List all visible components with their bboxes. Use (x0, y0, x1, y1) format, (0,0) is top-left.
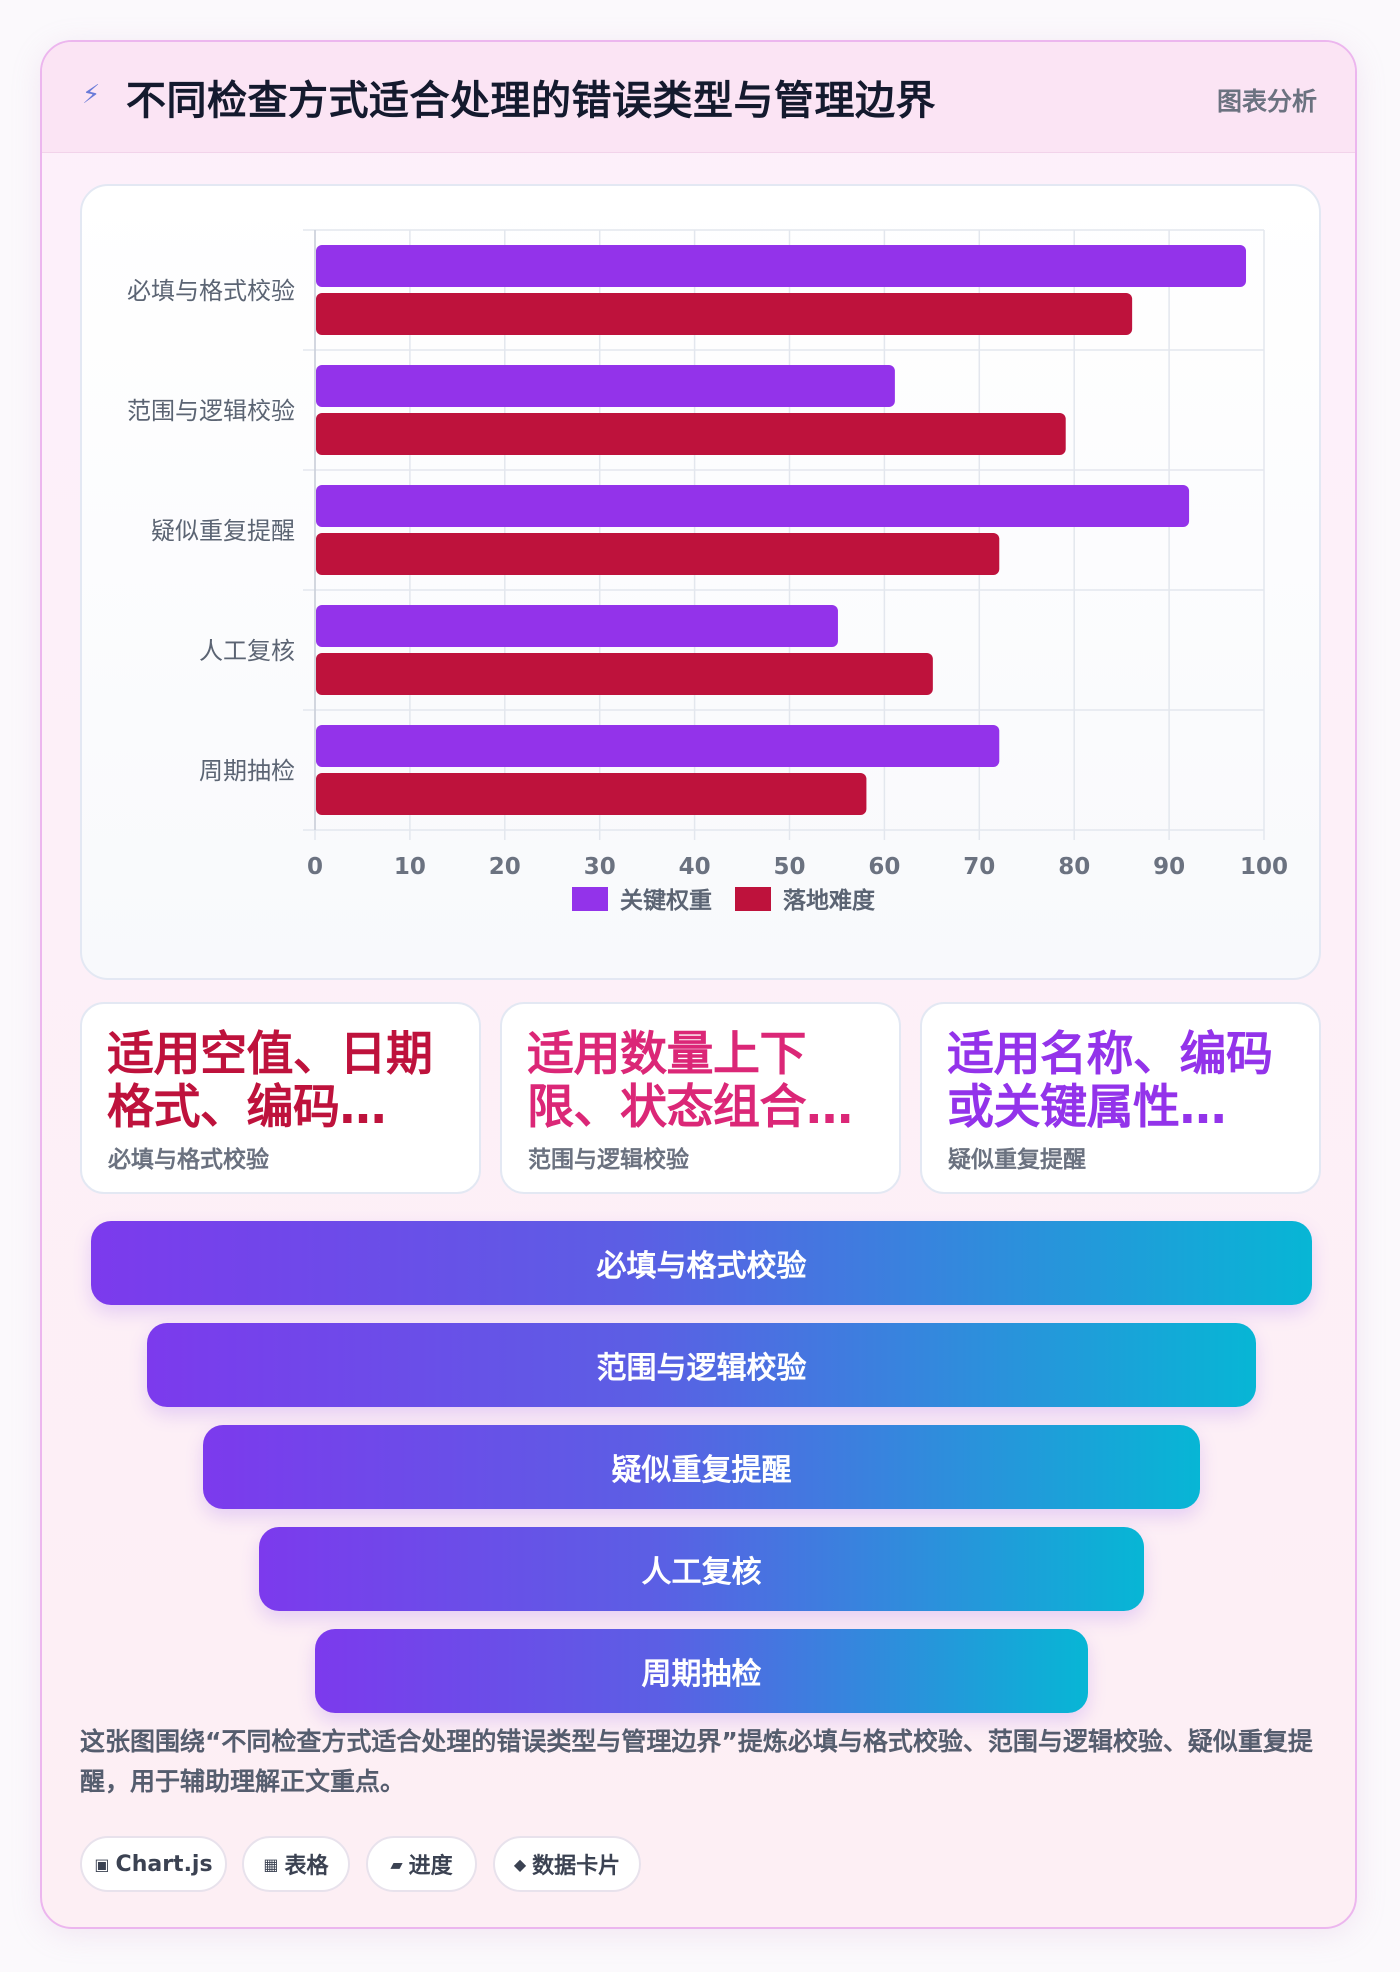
x-tick-label: 70 (963, 854, 995, 880)
stat-value: 适用空值、日期格式、编码… (107, 1028, 433, 1134)
chip-chartjs[interactable]: ▣ Chart.js (80, 1836, 227, 1892)
chart-icon: ▣ (94, 1854, 110, 1874)
chip-label: 表格 (284, 1854, 329, 1879)
legend-label: 落地难度 (783, 887, 876, 914)
legend-swatch (735, 887, 771, 911)
chip-label: 数据卡片 (532, 1854, 621, 1879)
table-icon: ▦ (263, 1854, 279, 1874)
bar-difficulty (316, 533, 1000, 575)
category-label: 疑似重复提醒 (151, 517, 295, 545)
stat-card-1: 适用空值、日期格式、编码… 必填与格式校验 (80, 1002, 481, 1194)
legend-swatch (572, 887, 608, 911)
chip-label: 进度 (408, 1854, 453, 1879)
stat-card-2: 适用数量上下限、状态组合… 范围与逻辑校验 (500, 1002, 901, 1194)
x-tick-label: 10 (394, 854, 426, 880)
chip-table[interactable]: ▦ 表格 (242, 1836, 350, 1892)
x-tick-label: 20 (489, 854, 521, 880)
chart-analysis-tag: 图表分析 (1216, 87, 1317, 116)
stat-value: 适用数量上下限、状态组合… (527, 1028, 853, 1134)
x-tick-label: 60 (868, 854, 900, 880)
bar-difficulty (316, 773, 867, 815)
bar-weight (316, 605, 838, 647)
bar-difficulty (316, 293, 1133, 335)
funnel-step-3: 疑似重复提醒 (203, 1425, 1200, 1509)
x-tick-label: 90 (1153, 854, 1185, 880)
x-tick-label: 30 (584, 854, 616, 880)
diamond-icon: ◆ (513, 1854, 527, 1874)
category-label: 周期抽检 (199, 757, 295, 785)
bar-difficulty (316, 653, 933, 695)
bar-weight (316, 365, 895, 407)
category-label: 必填与格式校验 (127, 277, 295, 305)
chip-progress[interactable]: ▰ 进度 (366, 1836, 477, 1892)
chip-label: Chart.js (115, 1851, 213, 1877)
x-tick-label: 80 (1058, 854, 1090, 880)
category-label: 范围与逻辑校验 (127, 397, 295, 425)
card-header: ⚡ 不同检查方式适合处理的错误类型与管理边界 图表分析 (42, 42, 1355, 153)
x-tick-label: 40 (679, 854, 711, 880)
funnel-step-4: 人工复核 (259, 1527, 1144, 1611)
x-tick-label: 100 (1240, 854, 1288, 880)
summary-text: 这张图围绕“不同检查方式适合处理的错误类型与管理边界”提炼必填与格式校验、范围与… (80, 1727, 1313, 1796)
bar-weight (316, 485, 1190, 527)
funnel-step-1: 必填与格式校验 (91, 1221, 1312, 1305)
bar-chart-panel: 0 10 20 30 40 50 60 70 80 90 100 必填与格式校验 范围与逻辑校验疑似重复… (80, 184, 1321, 980)
funnel-step-5: 周期抽检 (315, 1629, 1088, 1713)
funnel-step-2: 范围与逻辑校验 (147, 1323, 1256, 1407)
progress-icon: ▰ (390, 1854, 403, 1874)
category-label: 人工复核 (199, 637, 295, 665)
chip-data-card[interactable]: ◆ 数据卡片 (493, 1836, 641, 1892)
stat-value: 适用名称、编码或关键属性… (947, 1028, 1273, 1134)
x-tick-label: 50 (773, 854, 805, 880)
stat-label: 必填与格式校验 (108, 1147, 269, 1173)
stat-label: 范围与逻辑校验 (528, 1147, 689, 1173)
chart-card: ⚡ 不同检查方式适合处理的错误类型与管理边界 图表分析 0 10 20 30 40 50 6… (40, 40, 1357, 1929)
x-tick-label: 0 (307, 854, 323, 880)
bar-chart: 0 10 20 30 40 50 60 70 80 90 100 必填与格式校验范围与逻辑校验疑似重复… (127, 229, 1288, 914)
bar-weight (316, 245, 1247, 287)
stat-label: 疑似重复提醒 (948, 1147, 1086, 1173)
legend-label: 关键权重 (620, 887, 712, 914)
lightning-icon: ⚡ (82, 80, 101, 110)
stat-card-3: 适用名称、编码或关键属性… 疑似重复提醒 (920, 1002, 1321, 1194)
bar-difficulty (316, 413, 1066, 455)
bar-weight (316, 725, 1000, 767)
card-title: 不同检查方式适合处理的错误类型与管理边界 (126, 78, 936, 124)
